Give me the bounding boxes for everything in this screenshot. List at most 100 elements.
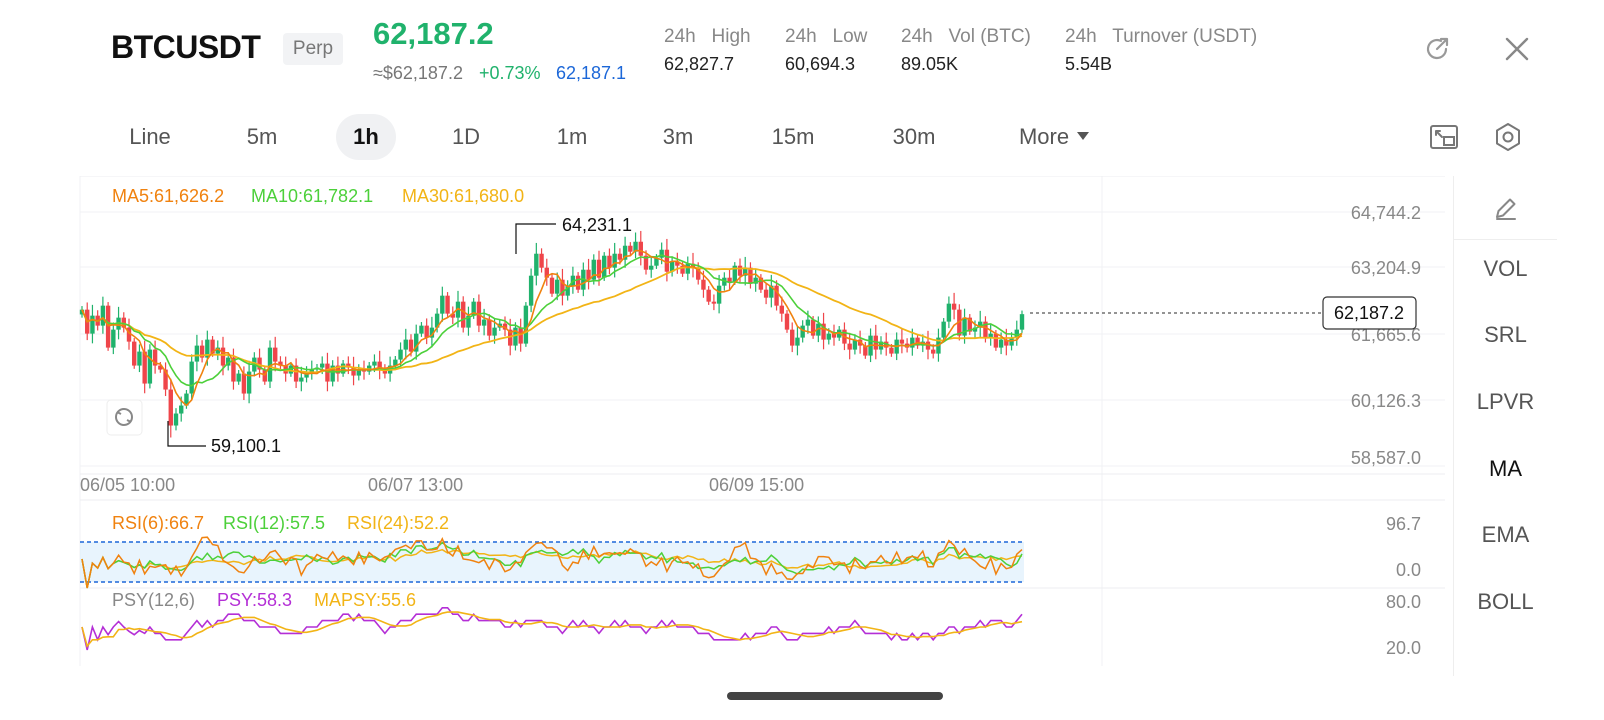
candle-body (931, 349, 936, 354)
candle-body (800, 325, 805, 338)
settings-icon[interactable] (1493, 122, 1523, 152)
share-icon[interactable] (1422, 34, 1452, 64)
candle-body (267, 347, 273, 382)
candle-body (669, 261, 675, 272)
ma30-legend: MA30:61,680.0 (402, 186, 524, 206)
candle-body (555, 279, 560, 294)
candle-body (617, 253, 623, 260)
reset-view-icon[interactable] (106, 399, 143, 436)
candle-body (445, 295, 450, 314)
indicator-boll[interactable]: BOLL (1477, 589, 1534, 614)
chart-area[interactable]: MA5:61,626.2 MA10:61,782.1 MA30:61,680.0… (0, 175, 1604, 676)
candle-body (769, 285, 774, 298)
candle-body (659, 249, 664, 258)
candle-body (795, 337, 800, 346)
pencil-icon[interactable] (1492, 194, 1520, 222)
candle-body (210, 339, 215, 354)
candle-body (351, 367, 356, 376)
psy-lines (81, 607, 1023, 651)
candle-body (539, 253, 544, 268)
indicator-ma[interactable]: MA (1489, 456, 1522, 481)
high-annotation-leader (515, 223, 556, 254)
candle-body (560, 279, 565, 296)
candle-body (471, 301, 476, 316)
tab-1m[interactable]: 1m (556, 124, 588, 149)
symbol-title[interactable]: BTCUSDT (111, 29, 261, 65)
candle-body (951, 303, 957, 310)
indicator-lpvr[interactable]: LPVR (1476, 389, 1535, 414)
candle-body (168, 389, 173, 426)
y-tick-1: 64,744.2 (1351, 203, 1421, 223)
candle-body (356, 369, 361, 376)
indicator-ema[interactable]: EMA (1481, 522, 1530, 547)
y-tick-5: 58,587.0 (1351, 448, 1421, 468)
tab-5m[interactable]: 5m (246, 124, 278, 149)
candle-body (1009, 337, 1014, 346)
tab-line[interactable]: Line (129, 124, 171, 149)
candle-body (393, 359, 398, 366)
indicator-srl[interactable]: SRL (1484, 322, 1527, 347)
tab-1d[interactable]: 1D (451, 124, 481, 149)
stat-low-label: 24h Low (785, 26, 868, 47)
ma-lines (81, 249, 1023, 407)
candle-body (941, 321, 946, 338)
candle-body (90, 315, 95, 334)
candle-body (246, 371, 252, 394)
candle-body (179, 405, 184, 414)
candle-body (711, 301, 717, 304)
candle-body (335, 365, 341, 374)
fullscreen-icon[interactable] (1429, 122, 1459, 152)
draw-tool[interactable] (1454, 176, 1557, 240)
timeframe-tabs: Line 5m 1h 1D 1m 3m 15m 30m More (0, 110, 1604, 164)
candle-body (544, 267, 549, 278)
candle-body (382, 369, 388, 374)
candle-body (1004, 339, 1009, 346)
candle-body (993, 333, 999, 348)
candle-body (805, 319, 811, 326)
candle-body (680, 265, 685, 274)
candle-body (231, 357, 236, 382)
candle-body (826, 333, 831, 340)
candle-body (706, 289, 711, 302)
candle-body (152, 349, 158, 366)
candle-body (429, 327, 435, 338)
indicator-vol[interactable]: VOL (1483, 256, 1528, 281)
candle-body (142, 351, 147, 384)
x-tick-2: 06/07 13:00 (368, 475, 463, 495)
candle-body (633, 241, 638, 252)
candle-body (257, 357, 262, 370)
candle-body (184, 393, 189, 406)
y-tick-2: 63,204.9 (1351, 258, 1421, 278)
candle-body (821, 323, 826, 340)
tab-30m[interactable]: 30m (892, 124, 936, 149)
x-tick-1: 06/05 10:00 (80, 475, 175, 495)
stat-volume-label: 24h Vol (BTC) (901, 26, 1031, 47)
candle-body (852, 339, 858, 350)
candle-body (513, 327, 518, 346)
ma5-line (81, 249, 1023, 407)
psy-y-tick-top: 80.0 (1386, 592, 1421, 612)
candle-body (586, 269, 591, 280)
candle-body (450, 313, 455, 318)
candle-body (236, 373, 241, 382)
candle-body (414, 333, 419, 352)
candle-body (403, 339, 408, 350)
tab-15m[interactable]: 15m (771, 124, 815, 149)
tab-more[interactable]: More (1004, 114, 1104, 160)
candle-body (147, 349, 153, 384)
candle-body (685, 263, 690, 274)
candle-body (643, 255, 649, 270)
candle-body (534, 253, 539, 276)
candle-body (309, 369, 314, 372)
caret-down-icon (1077, 132, 1090, 140)
candle-body (946, 303, 952, 322)
rsi-y-tick-bottom: 0.0 (1396, 560, 1421, 580)
close-icon[interactable] (1502, 34, 1532, 64)
price-chart[interactable]: MA5:61,626.2 MA10:61,782.1 MA30:61,680.0… (0, 175, 1453, 676)
home-indicator[interactable] (727, 692, 943, 700)
tab-3m[interactable]: 3m (662, 124, 694, 149)
low-annotation: 59,100.1 (211, 436, 281, 456)
tab-1h[interactable]: 1h (336, 114, 396, 160)
candle-body (988, 333, 993, 338)
psy-legend: PSY:58.3 (217, 590, 292, 610)
